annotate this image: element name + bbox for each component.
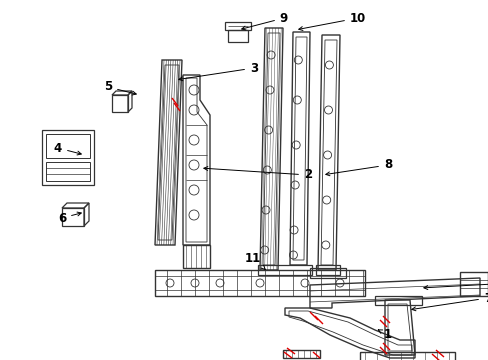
- Text: 5: 5: [103, 81, 136, 95]
- Text: 10: 10: [298, 12, 366, 31]
- Text: 12: 12: [423, 274, 488, 289]
- Text: 6: 6: [58, 211, 81, 225]
- Text: 9: 9: [241, 12, 287, 30]
- Text: 1: 1: [378, 328, 391, 342]
- Text: 11: 11: [244, 252, 265, 270]
- Text: 3: 3: [179, 62, 258, 81]
- Text: 8: 8: [325, 158, 391, 176]
- Text: 2: 2: [203, 167, 311, 181]
- Text: 4: 4: [54, 141, 81, 155]
- Text: 7: 7: [411, 292, 488, 311]
